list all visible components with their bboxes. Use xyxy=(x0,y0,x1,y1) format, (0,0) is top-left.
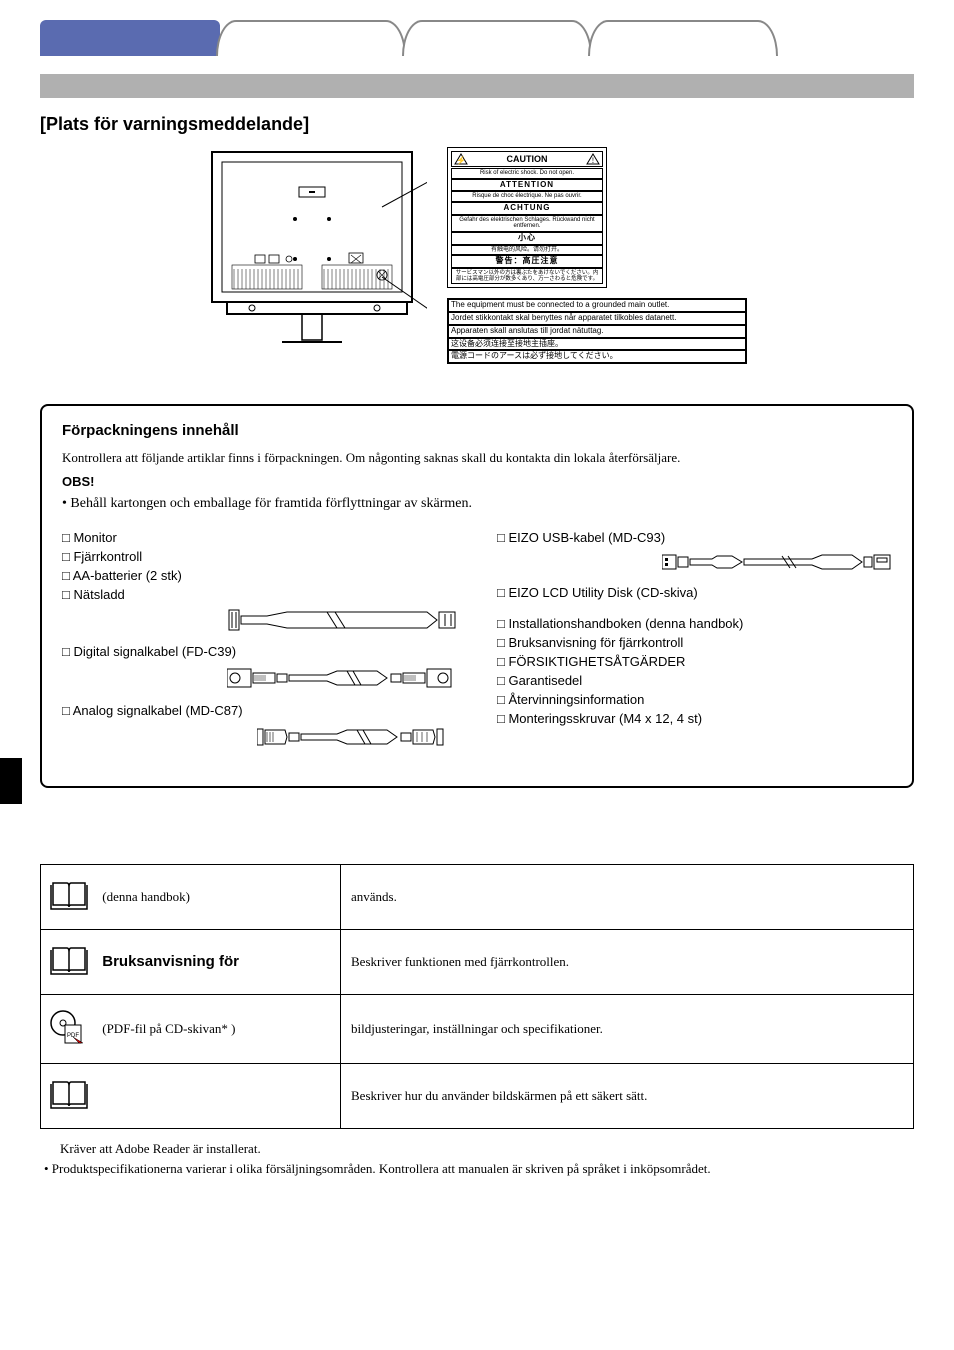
svg-text:⚡: ⚡ xyxy=(456,155,466,165)
item-precautions: FÖRSIKTIGHETSÅTGÄRDER xyxy=(497,654,892,669)
side-black-tab xyxy=(0,758,22,804)
item-screws: Monteringsskruvar (M4 x 12, 4 st) xyxy=(497,711,892,726)
ground-0: The equipment must be connected to a gro… xyxy=(448,299,746,312)
package-obs: OBS! xyxy=(62,473,892,491)
analog-cable-icon xyxy=(257,724,457,750)
warning-diagram: ⚡ CAUTION ! Risk of electric shock. Do n… xyxy=(40,147,914,364)
package-note: Behåll kartongen och emballage för framt… xyxy=(62,496,892,512)
cn-title: 小心 xyxy=(451,232,603,245)
doc-desc-2: Beskriver funktionen med fjärrkontrollen… xyxy=(341,929,914,994)
warning-triangle-icon: ! xyxy=(586,153,600,165)
svg-text:!: ! xyxy=(592,156,595,165)
book-icon xyxy=(49,944,89,980)
tab-active xyxy=(40,20,220,56)
doc-desc-1: används. xyxy=(341,864,914,929)
ground-3: 这设备必须连接至接地主插座。 xyxy=(448,338,746,351)
caution-title: CAUTION xyxy=(507,154,548,164)
item-recycle: Återvinningsinformation xyxy=(497,692,892,707)
package-left-col: Monitor Fjärrkontroll AA-batterier (2 st… xyxy=(62,530,457,762)
table-row: Bruksanvisning för Beskriver funktionen … xyxy=(41,929,914,994)
usb-cable-icon xyxy=(662,551,892,573)
digital-cable-icon xyxy=(227,665,457,691)
footnote-1: Kräver att Adobe Reader är installerat. xyxy=(60,1141,914,1157)
doc-label-2: Bruksanvisning för xyxy=(102,953,239,970)
book-icon xyxy=(49,1078,89,1114)
docs-table: (denna handbok) används. Bruksanvisning … xyxy=(40,864,914,1129)
package-heading: Förpackningens innehåll xyxy=(62,422,892,439)
ground-1: Jordet stikkontakt skal benyttes når app… xyxy=(448,312,746,325)
caution-sub: Risk of electric shock. Do not open. xyxy=(451,168,603,179)
item-analog: Analog signalkabel (MD-C87) xyxy=(62,703,457,718)
package-right-col: EIZO USB-kabel (MD-C93) EIZO LCD Utility… xyxy=(497,530,892,762)
item-digital: Digital signalkabel (FD-C39) xyxy=(62,644,457,659)
achtung-title: ACHTUNG xyxy=(451,202,603,215)
item-power: Nätsladd xyxy=(62,587,457,602)
tab-1 xyxy=(216,20,406,56)
jp-title: 警告：高圧注意 xyxy=(451,255,603,268)
item-usb: EIZO USB-kabel (MD-C93) xyxy=(497,530,892,545)
footnote-2: • Produktspecifikationerna varierar i ol… xyxy=(44,1161,914,1177)
ground-4: 電源コードのアースは必ず接地してください。 xyxy=(448,350,746,363)
monitor-rear-icon xyxy=(207,147,427,347)
item-remote: Fjärrkontroll xyxy=(62,549,457,564)
top-tab-bar xyxy=(40,20,914,56)
item-batteries: AA-batterier (2 stk) xyxy=(62,568,457,583)
cn-sub: 有触电的风险。请勿打开。 xyxy=(451,245,603,256)
achtung-sub: Gefahr des elektrischen Schlages. Rückwa… xyxy=(451,215,603,232)
section-title: [Plats för varningsmeddelande] xyxy=(40,114,914,135)
tab-3 xyxy=(588,20,778,56)
item-install: Installationshandboken (denna handbok) xyxy=(497,616,892,631)
table-row: (denna handbok) används. xyxy=(41,864,914,929)
electric-triangle-icon: ⚡ xyxy=(454,153,468,165)
ground-label-box: The equipment must be connected to a gro… xyxy=(447,298,747,364)
jp-sub: サービスマン以外の方は裏ぶたをあけないでください。内部には高電圧部分が数多くあり… xyxy=(451,268,603,284)
item-remote-manual: Bruksanvisning för fjärrkontroll xyxy=(497,635,892,650)
svg-text:PDF: PDF xyxy=(67,1033,79,1039)
header-gray-bar xyxy=(40,74,914,98)
package-box: Förpackningens innehåll Kontrollera att … xyxy=(40,404,914,787)
tab-2 xyxy=(402,20,592,56)
warning-labels: ⚡ CAUTION ! Risk of electric shock. Do n… xyxy=(447,147,747,364)
book-icon xyxy=(49,879,89,915)
power-cable-icon xyxy=(227,608,457,632)
doc-desc-4: Beskriver hur du använder bildskärmen på… xyxy=(341,1063,914,1128)
item-disk: EIZO LCD Utility Disk (CD-skiva) xyxy=(497,585,892,600)
table-row: Beskriver hur du använder bildskärmen på… xyxy=(41,1063,914,1128)
ground-2: Apparaten skall anslutas till jordat nät… xyxy=(448,325,746,338)
package-note-list: Behåll kartongen och emballage för framt… xyxy=(62,496,892,512)
attention-title: ATTENTION xyxy=(451,179,603,192)
doc-label-1: (denna handbok) xyxy=(102,889,190,905)
doc-label-3: (PDF-fil på CD-skivan* ) xyxy=(102,1021,235,1037)
table-row: PDF (PDF-fil på CD-skivan* ) bildjusteri… xyxy=(41,994,914,1063)
package-intro: Kontrollera att följande artiklar finns … xyxy=(62,449,892,467)
attention-sub: Risque de choc électrique. Ne pas ouvrir… xyxy=(451,191,603,202)
item-warranty: Garantisedel xyxy=(497,673,892,688)
pdf-cd-icon: PDF xyxy=(49,1009,89,1049)
doc-desc-3: bildjusteringar, inställningar och speci… xyxy=(341,994,914,1063)
item-monitor: Monitor xyxy=(62,530,457,545)
